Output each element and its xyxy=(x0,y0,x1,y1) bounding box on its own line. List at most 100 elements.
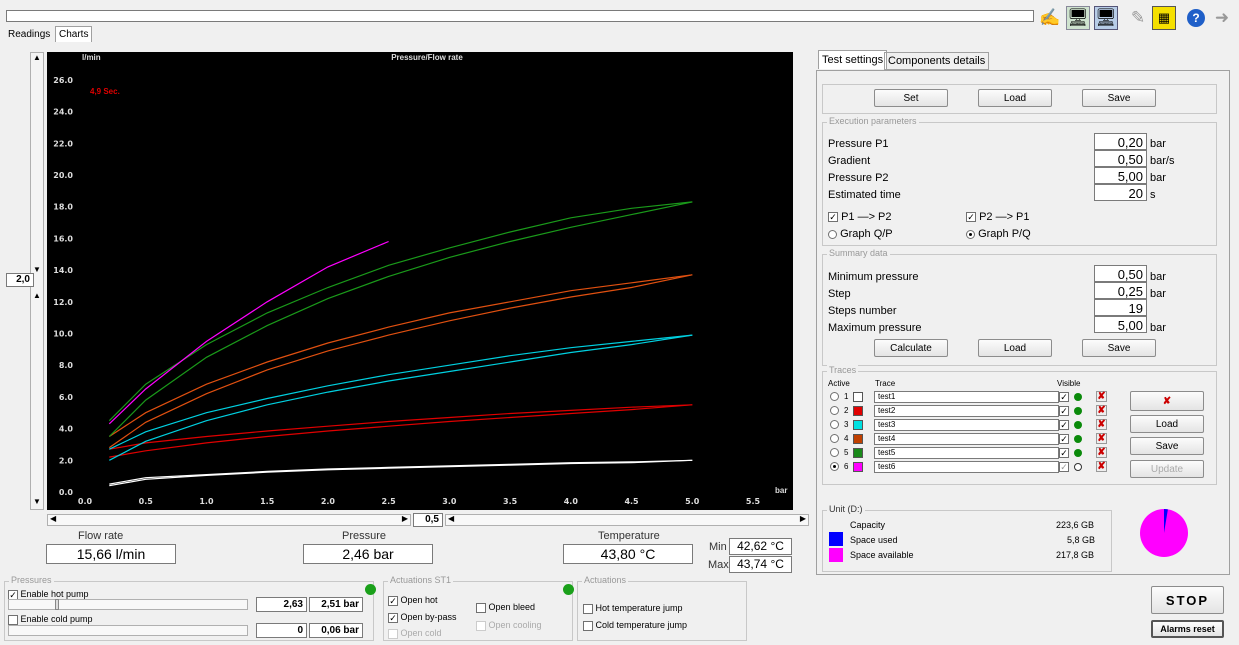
slider-thumb[interactable] xyxy=(55,599,59,610)
pressure-p2-input[interactable]: 5,00 xyxy=(1094,167,1147,184)
open-hot-checkbox[interactable]: ✓ Open hot xyxy=(388,595,438,606)
radio-icon[interactable] xyxy=(830,462,839,471)
graph-qp-radio[interactable]: Graph Q/P xyxy=(828,228,893,240)
open-bypass-checkbox[interactable]: ✓ Open by-pass xyxy=(388,612,457,623)
tab-components-details[interactable]: Components details xyxy=(884,52,990,70)
trace-name-input[interactable]: test5 xyxy=(874,447,1059,459)
steps-number-input[interactable]: 19 xyxy=(1094,299,1147,316)
update-traces-button[interactable]: Update xyxy=(1130,460,1204,478)
save-summary-button[interactable]: Save xyxy=(1082,339,1156,357)
checkbox-icon[interactable] xyxy=(8,614,18,625)
visible-checkbox[interactable]: ✓ xyxy=(1059,462,1069,472)
open-cold-checkbox[interactable]: Open cold xyxy=(388,628,442,639)
cold-temp-jump-checkbox[interactable]: Cold temperature jump xyxy=(583,620,687,631)
trace-name-input[interactable]: test1 xyxy=(874,391,1059,403)
checkbox-icon[interactable] xyxy=(583,603,593,614)
load-settings-button[interactable]: Load xyxy=(978,89,1052,107)
scroll-right-icon[interactable]: ▶ xyxy=(799,514,806,523)
load-summary-button[interactable]: Load xyxy=(978,339,1052,357)
radio-icon[interactable] xyxy=(828,229,837,239)
delete-trace-icon[interactable]: ✘ xyxy=(1096,405,1107,416)
network-pc-icon[interactable]: 🖥 xyxy=(1066,6,1090,30)
gradient-input[interactable]: 0,50 xyxy=(1094,150,1147,167)
scroll-up-icon[interactable]: ▲ xyxy=(33,53,41,62)
checkbox-icon[interactable] xyxy=(583,620,593,631)
step-input[interactable]: 0,25 xyxy=(1094,282,1147,299)
checkbox-icon[interactable] xyxy=(388,628,398,639)
graph-pq-radio[interactable]: Graph P/Q xyxy=(966,228,1031,240)
radio-icon[interactable] xyxy=(830,392,839,401)
p1-to-p2-checkbox[interactable]: ✓ P1 —> P2 xyxy=(828,211,892,223)
delete-trace-icon[interactable]: ✘ xyxy=(1096,391,1107,402)
scroll-left-icon[interactable]: ◀ xyxy=(50,514,57,523)
pressures-group: Pressures xyxy=(4,575,374,641)
radio-icon[interactable] xyxy=(830,406,839,415)
checkbox-icon[interactable] xyxy=(476,602,486,613)
radio-icon[interactable] xyxy=(966,229,975,239)
scroll-down-icon[interactable]: ▼ xyxy=(33,497,41,506)
open-bleed-checkbox[interactable]: Open bleed xyxy=(476,602,535,613)
x-scroll-value[interactable]: 0,5 xyxy=(413,513,443,527)
exit-icon[interactable]: ➜ xyxy=(1214,8,1230,27)
trace-name-input[interactable]: test3 xyxy=(874,419,1059,431)
open-bleed-label: Open bleed xyxy=(488,602,536,612)
execution-parameters-group: Execution parameters xyxy=(822,116,1217,246)
scroll-down-icon[interactable]: ▼ xyxy=(33,265,41,274)
hot-pump-setpoint[interactable]: 2,63 xyxy=(256,597,307,612)
calculator-icon[interactable]: ▦ xyxy=(1152,6,1176,30)
signature-icon[interactable]: ✍ xyxy=(1039,8,1061,27)
x-scrollbar-right[interactable]: ◀ ▶ xyxy=(445,514,809,526)
tab-charts[interactable]: Charts xyxy=(55,26,93,42)
cold-pump-slider[interactable] xyxy=(8,625,248,636)
visible-checkbox[interactable]: ✓ xyxy=(1059,420,1069,430)
p2-to-p1-checkbox[interactable]: ✓ P2 —> P1 xyxy=(966,211,1030,223)
checkbox-icon[interactable]: ✓ xyxy=(966,212,976,223)
radio-icon[interactable] xyxy=(830,448,839,457)
checkbox-icon[interactable]: ✓ xyxy=(388,612,398,623)
open-cooling-checkbox[interactable]: Open cooling xyxy=(476,620,542,631)
checkbox-icon[interactable]: ✓ xyxy=(828,212,838,223)
notes-icon[interactable]: ✎ xyxy=(1130,8,1146,27)
delete-trace-button[interactable]: ✘ xyxy=(1130,391,1204,411)
scroll-right-icon[interactable]: ▶ xyxy=(401,514,408,523)
radio-icon[interactable] xyxy=(830,420,839,429)
save-traces-button[interactable]: Save xyxy=(1130,437,1204,455)
network-pc-selected-icon[interactable]: 🖥 xyxy=(1094,6,1118,30)
delete-trace-icon[interactable]: ✘ xyxy=(1096,461,1107,472)
help-icon[interactable]: ? xyxy=(1184,6,1208,30)
trace-name-input[interactable]: test2 xyxy=(874,405,1059,417)
stop-button[interactable]: STOP xyxy=(1151,586,1224,614)
scroll-up-icon[interactable]: ▲ xyxy=(33,291,41,300)
delete-trace-icon[interactable]: ✘ xyxy=(1096,419,1107,430)
checkbox-icon[interactable]: ✓ xyxy=(388,595,398,606)
min-pressure-input[interactable]: 0,50 xyxy=(1094,265,1147,282)
alarms-reset-button[interactable]: Alarms reset xyxy=(1151,620,1224,638)
hot-temp-jump-checkbox[interactable]: Hot temperature jump xyxy=(583,603,683,614)
scroll-left-icon[interactable]: ◀ xyxy=(448,514,455,523)
save-settings-button[interactable]: Save xyxy=(1082,89,1156,107)
cold-pump-setpoint[interactable]: 0 xyxy=(256,623,307,638)
delete-trace-icon[interactable]: ✘ xyxy=(1096,433,1107,444)
title-input[interactable] xyxy=(6,10,1034,22)
visible-checkbox[interactable]: ✓ xyxy=(1059,392,1069,402)
visible-checkbox[interactable]: ✓ xyxy=(1059,448,1069,458)
load-traces-button[interactable]: Load xyxy=(1130,415,1204,433)
checkbox-icon[interactable] xyxy=(476,620,486,631)
pressure-p1-input[interactable]: 0,20 xyxy=(1094,133,1147,150)
set-button[interactable]: Set xyxy=(874,89,948,107)
radio-icon[interactable] xyxy=(830,434,839,443)
hot-pump-slider[interactable] xyxy=(8,599,248,610)
visible-checkbox[interactable]: ✓ xyxy=(1059,406,1069,416)
x-scrollbar-left[interactable]: ◀ ▶ xyxy=(47,514,411,526)
delete-trace-icon[interactable]: ✘ xyxy=(1096,447,1107,458)
tab-test-settings[interactable]: Test settings xyxy=(818,50,888,69)
estimated-time-input[interactable]: 20 xyxy=(1094,184,1147,201)
zoom-value[interactable]: 2,0 xyxy=(6,273,34,287)
visible-checkbox[interactable]: ✓ xyxy=(1059,434,1069,444)
tab-readings[interactable]: Readings xyxy=(8,29,51,40)
trace-name-input[interactable]: test4 xyxy=(874,433,1059,445)
max-pressure-input[interactable]: 5,00 xyxy=(1094,316,1147,333)
enable-cold-pump-checkbox[interactable]: Enable cold pump xyxy=(8,614,93,625)
calculate-button[interactable]: Calculate xyxy=(874,339,948,357)
trace-name-input[interactable]: test6 xyxy=(874,461,1059,473)
